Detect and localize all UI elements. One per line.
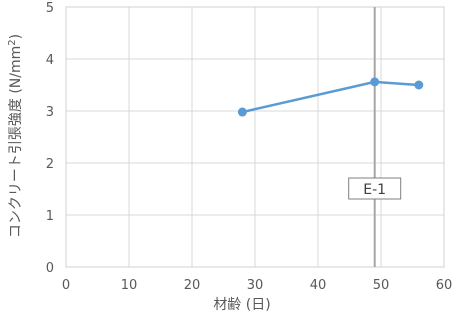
- data-point: [370, 77, 379, 86]
- y-axis-title-end: ): [8, 34, 24, 39]
- data-point: [238, 108, 247, 117]
- y-axis-ticks: 0 1 2 3 4 5: [46, 1, 54, 276]
- x-tick-label: 30: [247, 278, 264, 293]
- y-tick-label: 3: [46, 105, 54, 120]
- series-line: [242, 82, 418, 112]
- y-axis-title: コンクリート引張強度 (N/mm2): [7, 34, 24, 238]
- y-tick-label: 5: [46, 1, 54, 16]
- x-tick-label: 20: [184, 278, 201, 293]
- y-tick-label: 0: [46, 261, 54, 276]
- y-tick-label: 2: [46, 157, 54, 172]
- x-axis-ticks: 0 10 20 30 40 50 60: [62, 278, 452, 293]
- x-tick-label: 50: [373, 278, 390, 293]
- annotation-label: E-1: [363, 182, 386, 198]
- grid: [66, 7, 444, 267]
- y-tick-label: 1: [46, 209, 54, 224]
- x-axis-title: 材齢 (日): [213, 297, 270, 313]
- data-point: [414, 81, 423, 90]
- y-tick-label: 4: [46, 53, 54, 68]
- x-tick-label: 60: [436, 278, 453, 293]
- x-tick-label: 40: [310, 278, 327, 293]
- annotation-layer: E-1: [349, 7, 401, 267]
- y-axis-title-main: コンクリート引張強度 (N/mm: [8, 46, 24, 238]
- x-tick-label: 0: [62, 278, 70, 293]
- x-tick-label: 10: [121, 278, 138, 293]
